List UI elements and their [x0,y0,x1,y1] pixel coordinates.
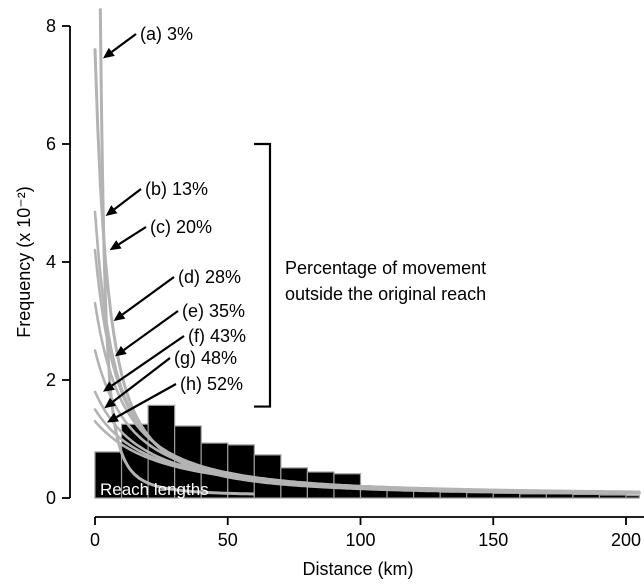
annotation-arrowhead [106,205,118,216]
histogram-bar [520,494,547,498]
histogram-bar [493,493,520,498]
curve-line [100,8,254,494]
y-tick-label: 0 [46,488,56,508]
annotation-arrow [122,277,174,315]
y-tick-label: 8 [46,16,56,36]
annotation-label: (f) 43% [188,326,246,346]
y-tick-label: 2 [46,370,56,390]
annotation-label: (g) 48% [174,348,237,368]
bracket [254,144,270,407]
curves [95,8,639,494]
annotation-label: (d) 28% [178,267,241,287]
y-tick-label: 4 [46,252,56,272]
histogram-bar [626,496,639,498]
annotation-arrow [124,311,178,350]
annotation-arrow [119,227,146,244]
histogram-bar [228,445,255,498]
annotation-arrowhead [103,48,115,59]
x-tick-label: 50 [218,530,238,550]
x-tick-label: 150 [478,530,508,550]
x-tick-label: 0 [90,530,100,550]
histogram-bar [467,493,494,498]
histogram-bar [573,494,600,498]
histogram-bar [440,492,467,498]
annotation-arrowhead [114,311,126,322]
annotation-label: (a) 3% [140,24,193,44]
bracket-label: Percentage of movement [285,258,486,278]
x-tick-label: 200 [611,530,641,550]
annotations: (a) 3% (b) 13% (c) 20% (d) 28% (e) 35% (f) 43… [103,24,486,423]
annotation-label: (b) 13% [145,179,208,199]
annotation-arrow [114,189,141,209]
annotation-label: (e) 35% [182,301,245,321]
bracket-label: outside the original reach [285,284,486,304]
histogram-bar [599,495,626,498]
annotation-label: (c) 20% [150,217,212,237]
annotation-arrow [112,34,136,52]
x-tick-label: 100 [345,530,375,550]
histogram-bar [546,494,573,498]
y-axis-title: Frequency (x 10⁻²) [14,186,34,338]
annotation-label: (h) 52% [180,374,243,394]
histogram-bar [254,455,281,498]
histogram-label: Reach lengths [100,480,209,499]
x-axis-title: Distance (km) [302,559,413,579]
y-tick-label: 6 [46,134,56,154]
annotation-arrowhead [110,240,122,250]
